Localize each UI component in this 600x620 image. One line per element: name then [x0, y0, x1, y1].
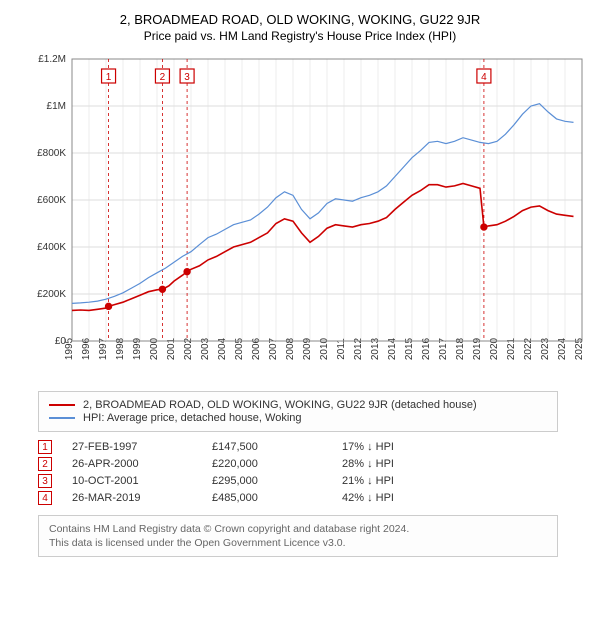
- event-price: £485,000: [212, 492, 342, 504]
- event-row: 3 10-OCT-2001£295,00021% ↓ HPI: [38, 474, 558, 488]
- events-table: 1 27-FEB-1997£147,50017% ↓ HPI 2 26-APR-200…: [38, 440, 558, 505]
- legend-item: HPI: Average price, detached house, Woki…: [49, 412, 547, 424]
- event-pct: 21% ↓ HPI: [342, 475, 462, 487]
- svg-text:£400K: £400K: [37, 242, 66, 253]
- chart-svg: £0£200K£400K£600K£800K£1M£1.2M1995199619…: [30, 51, 590, 381]
- legend-label: HPI: Average price, detached house, Woki…: [83, 412, 302, 424]
- attribution-box: Contains HM Land Registry data © Crown c…: [38, 515, 558, 557]
- svg-text:£1.2M: £1.2M: [38, 54, 66, 65]
- event-marker: 4: [38, 491, 52, 505]
- attribution-line-1: Contains HM Land Registry data © Crown c…: [49, 522, 547, 536]
- svg-text:£200K: £200K: [37, 289, 66, 300]
- svg-text:£600K: £600K: [37, 195, 66, 206]
- event-row: 1 27-FEB-1997£147,50017% ↓ HPI: [38, 440, 558, 454]
- event-date: 10-OCT-2001: [72, 475, 212, 487]
- attribution-line-2: This data is licensed under the Open Gov…: [49, 536, 547, 550]
- event-date: 26-MAR-2019: [72, 492, 212, 504]
- event-date: 27-FEB-1997: [72, 441, 212, 453]
- price-chart-container: 2, BROADMEAD ROAD, OLD WOKING, WOKING, G…: [10, 12, 590, 557]
- chart-subtitle: Price paid vs. HM Land Registry's House …: [10, 29, 590, 43]
- chart-title: 2, BROADMEAD ROAD, OLD WOKING, WOKING, G…: [10, 12, 590, 27]
- event-marker: 3: [38, 474, 52, 488]
- svg-text:£1M: £1M: [47, 101, 66, 112]
- legend-label: 2, BROADMEAD ROAD, OLD WOKING, WOKING, G…: [83, 399, 477, 411]
- event-price: £147,500: [212, 441, 342, 453]
- svg-text:£800K: £800K: [37, 148, 66, 159]
- svg-text:3: 3: [184, 72, 190, 83]
- event-pct: 28% ↓ HPI: [342, 458, 462, 470]
- svg-text:1: 1: [106, 72, 112, 83]
- event-price: £220,000: [212, 458, 342, 470]
- event-row: 4 26-MAR-2019£485,00042% ↓ HPI: [38, 491, 558, 505]
- event-price: £295,000: [212, 475, 342, 487]
- legend-item: 2, BROADMEAD ROAD, OLD WOKING, WOKING, G…: [49, 399, 547, 411]
- plot-area: £0£200K£400K£600K£800K£1M£1.2M1995199619…: [30, 51, 590, 381]
- event-pct: 42% ↓ HPI: [342, 492, 462, 504]
- legend-swatch: [49, 417, 75, 419]
- event-pct: 17% ↓ HPI: [342, 441, 462, 453]
- legend-swatch: [49, 404, 75, 406]
- event-marker: 1: [38, 440, 52, 454]
- event-date: 26-APR-2000: [72, 458, 212, 470]
- svg-text:2: 2: [160, 72, 166, 83]
- legend-box: 2, BROADMEAD ROAD, OLD WOKING, WOKING, G…: [38, 391, 558, 432]
- event-row: 2 26-APR-2000£220,00028% ↓ HPI: [38, 457, 558, 471]
- svg-text:4: 4: [481, 72, 487, 83]
- event-marker: 2: [38, 457, 52, 471]
